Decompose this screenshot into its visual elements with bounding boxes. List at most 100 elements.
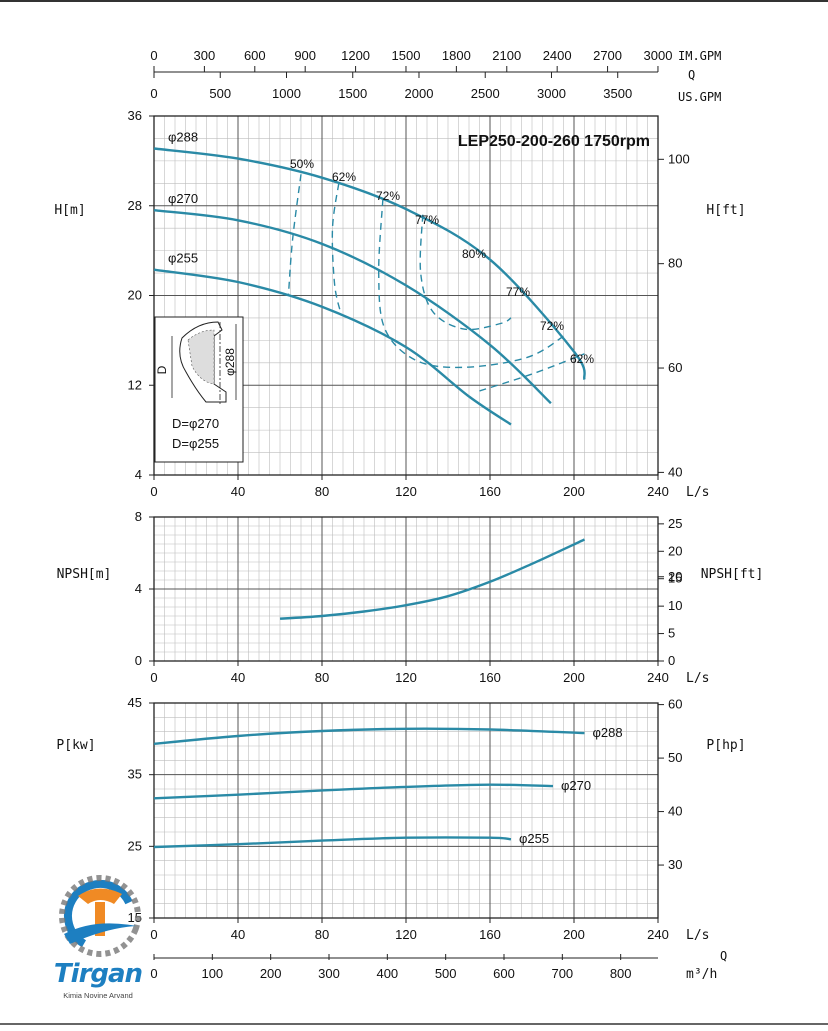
right-tick-label: 10: [668, 598, 682, 613]
panel-power: [149, 702, 664, 923]
x-tick-label: 0: [150, 484, 157, 499]
m3h-tick-label: 600: [493, 966, 515, 981]
x-tick-label: 0: [150, 927, 157, 942]
efficiency-label: 50%: [290, 157, 314, 171]
efficiency-contour-72pct: [377, 198, 566, 369]
inset-diameter-line: D=φ270: [172, 416, 219, 431]
x-tick-label: 80: [315, 670, 329, 685]
right-tick-label: 0: [668, 653, 675, 668]
efficiency-label: 80%: [462, 247, 486, 261]
tirgan-logo: Tirgan Kimia Novine Arvand: [44, 866, 152, 1006]
panel-npsh: [149, 516, 664, 666]
power-curve-line: [153, 727, 585, 746]
y-tick-label: 36: [128, 108, 142, 123]
power-curve-label: φ270: [561, 778, 591, 793]
right-tick-label: 60: [668, 697, 682, 712]
y-tick-label: 15: [128, 910, 142, 925]
x-tick-label: 240: [647, 927, 669, 942]
us-gpm-tick-label: 1000: [272, 86, 301, 101]
us-gpm-tick-label: 3000: [537, 86, 566, 101]
x-tick-label: 80: [315, 484, 329, 499]
y-tick-label: 20: [128, 288, 142, 303]
im-gpm-tick-label: 1800: [442, 48, 471, 63]
us-gpm-tick-label: 1500: [338, 86, 367, 101]
y-tick-label: 35: [128, 767, 142, 782]
right-tick-label: 40: [668, 464, 682, 479]
power-curve-line: [153, 783, 554, 800]
right-tick-label: 15: [668, 571, 682, 586]
x-tick-label: 200: [563, 927, 585, 942]
efficiency-label: 77%: [506, 285, 530, 299]
y-tick-label: 12: [128, 377, 142, 392]
right-tick-label: 25: [668, 516, 682, 531]
us-gpm-tick-label: 500: [209, 86, 231, 101]
im-gpm-tick-label: 300: [194, 48, 216, 63]
im-gpm-tick-label: 1200: [341, 48, 370, 63]
efficiency-contour-50pct: [287, 174, 302, 296]
npsh-curve-line: [279, 538, 586, 620]
im-gpm-tick-label: 900: [294, 48, 316, 63]
m3h-tick-label: 500: [435, 966, 457, 981]
gear-logo-icon: [59, 875, 141, 957]
power-curve-label: φ288: [593, 725, 623, 740]
right-tick-label: 30: [668, 857, 682, 872]
top-q-label: Q: [688, 68, 695, 82]
y-tick-label: 4: [135, 581, 142, 596]
efficiency-contour-77pct: [419, 214, 512, 331]
right-tick-label: 50: [668, 750, 682, 765]
y-axis-label: P[kw]: [56, 738, 95, 753]
inset-d-label: D: [155, 365, 169, 374]
right-tick-label: 80: [668, 256, 682, 271]
head-curve-label: φ270: [168, 191, 198, 206]
efficiency-label: 62%: [332, 170, 356, 184]
x-tick-label: 200: [563, 484, 585, 499]
y-axis-label: NPSH[m]: [57, 567, 112, 582]
m3h-unit-label: m³/h: [686, 967, 717, 982]
im-gpm-tick-label: 600: [244, 48, 266, 63]
im-gpm-tick-label: 0: [150, 48, 157, 63]
inset-diameter-line: D=φ255: [172, 436, 219, 451]
y-tick-label: 45: [128, 695, 142, 710]
efficiency-label: 72%: [540, 319, 564, 333]
x-tick-label: 240: [647, 670, 669, 685]
right-tick-label: 60: [668, 360, 682, 375]
x-tick-label: 40: [231, 927, 245, 942]
logo-tagline: Kimia Novine Arvand: [63, 991, 133, 1000]
y-axis-label-right: H[ft]: [706, 203, 745, 218]
x-tick-label: 0: [150, 670, 157, 685]
im-gpm-label: IM.GPM: [678, 49, 721, 63]
bottom-q-label: Q: [720, 949, 727, 963]
flow-unit-label: L/s: [686, 485, 709, 500]
x-tick-label: 120: [395, 484, 417, 499]
y-tick-label: 4: [135, 467, 142, 482]
right-tick-label: 40: [668, 804, 682, 819]
efficiency-label: 62%: [570, 352, 594, 366]
x-tick-label: 40: [231, 484, 245, 499]
head-curve-label: φ255: [168, 251, 198, 266]
right-tick-label: 5: [668, 626, 675, 641]
m3h-tick-label: 700: [551, 966, 573, 981]
im-gpm-tick-label: 2700: [593, 48, 622, 63]
us-gpm-tick-label: 2000: [405, 86, 434, 101]
y-tick-label: 0: [135, 653, 142, 668]
x-tick-label: 120: [395, 670, 417, 685]
flow-unit-label: L/s: [686, 928, 709, 943]
head-curve-line: [153, 209, 552, 405]
x-tick-label: 40: [231, 670, 245, 685]
head-curve-line: [153, 268, 512, 426]
efficiency-contour-62pct: [331, 183, 342, 314]
efficiency-contour-62pct: [479, 353, 585, 392]
im-gpm-tick-label: 2400: [543, 48, 572, 63]
y-axis-label: H[m]: [54, 203, 85, 218]
us-gpm-tick-label: 3500: [603, 86, 632, 101]
x-tick-label: 240: [647, 484, 669, 499]
y-axis-label-right: P[hp]: [706, 738, 745, 753]
m3h-tick-label: 200: [260, 966, 282, 981]
im-gpm-tick-label: 1500: [392, 48, 421, 63]
x-tick-label: 160: [479, 484, 501, 499]
y-tick-label: 28: [128, 198, 142, 213]
efficiency-label: 77%: [415, 213, 439, 227]
y-tick-label: 8: [135, 509, 142, 524]
